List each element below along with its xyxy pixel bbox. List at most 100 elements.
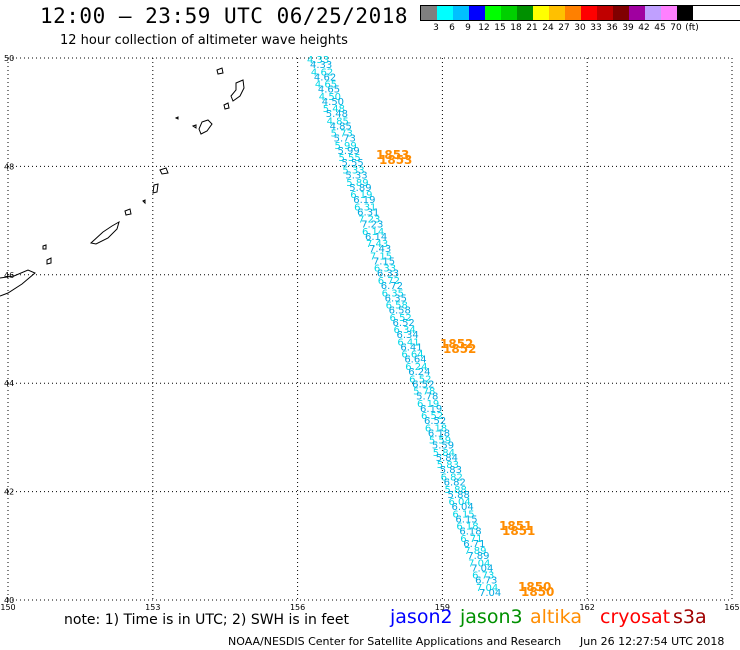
note-text: note: 1) Time is in UTC; 2) SWH is in fe… — [64, 612, 350, 628]
swh-label: 6.33 — [374, 264, 396, 275]
legend-swatch — [501, 6, 517, 20]
swh-label-shadow: 7.23 — [361, 220, 383, 231]
legend-label: 18 — [510, 23, 522, 33]
mission-s3a: s3a — [673, 606, 707, 628]
legend-label: 24 — [542, 23, 554, 33]
legend-swatch — [645, 6, 661, 20]
swh-label: 4.33 — [307, 55, 329, 66]
swh-label-shadow: 6.24 — [408, 367, 430, 378]
swh-label: 5.73 — [331, 129, 353, 140]
swh-label-shadow: 6.72 — [381, 281, 403, 292]
lon-tick-label: 159 — [435, 603, 450, 612]
legend-label: 21 — [526, 23, 538, 33]
altimeter-track: 4.334.334.624.624.654.654.504.505.485.48… — [307, 55, 501, 599]
swh-label-shadow: 6.31 — [357, 207, 379, 218]
legend-label: 33 — [590, 23, 602, 33]
legend-label: 12 — [478, 23, 490, 33]
swh-label-shadow: 6.52 — [393, 318, 415, 329]
swh-label: 6.73 — [472, 571, 494, 582]
island-8 — [152, 183, 159, 194]
swh-label: 6.72 — [378, 276, 400, 287]
island-12 — [42, 244, 47, 250]
time-label-shadow: 1852 — [443, 342, 476, 356]
swh-label: 5.48 — [323, 104, 345, 115]
legend-swatches — [420, 5, 740, 21]
island-4 — [174, 116, 179, 120]
mission-cryosat: cryosat — [600, 606, 671, 628]
swh-label-shadow: 6.15 — [455, 514, 477, 525]
swh-label: 5.99 — [335, 141, 357, 152]
legend-label: 30 — [574, 23, 586, 33]
swh-label-shadow: 5.78 — [416, 392, 438, 403]
swh-label: 6.18 — [456, 522, 478, 533]
legend-label: 27 — [558, 23, 570, 33]
legend-label: 42 — [638, 23, 650, 33]
swh-label-shadow: 6.52 — [424, 416, 446, 427]
lat-tick-label: 44 — [4, 379, 14, 388]
mission-jason2: jason2 — [390, 606, 453, 628]
swh-label-shadow: 6.41 — [400, 342, 422, 353]
island-1 — [216, 67, 224, 75]
swh-label-shadow: 7.15 — [373, 256, 395, 267]
swh-label-shadow: 6.33 — [377, 269, 399, 280]
swh-label: 6.15 — [452, 509, 474, 520]
lon-tick-label: 153 — [145, 603, 160, 612]
swh-label-shadow: 5.73 — [334, 134, 356, 145]
legend-swatch — [597, 6, 613, 20]
swh-label-shadow: 5.55 — [341, 158, 363, 169]
swh-label: 6.58 — [386, 301, 408, 312]
swh-label-shadow: 5.48 — [326, 109, 348, 120]
swh-label-shadow: 6.73 — [475, 576, 497, 587]
swh-label: 6.31 — [354, 202, 376, 213]
lat-tick-label: 40 — [4, 596, 14, 605]
island-5 — [198, 119, 213, 135]
legend-label: 36 — [606, 23, 618, 33]
swh-label-shadow: 5.59 — [432, 441, 454, 452]
legend-swatch — [629, 6, 645, 20]
swh-label-shadow: 4.62 — [314, 72, 336, 83]
swh-label-shadow: 4.65 — [318, 85, 340, 96]
generated-timestamp: Jun 26 12:27:54 UTC 2018 — [580, 635, 725, 648]
lat-tick-label: 46 — [4, 271, 14, 280]
swh-label-shadow: 5.99 — [338, 146, 360, 157]
swh-label: 7.89 — [464, 546, 486, 557]
time-label: 1853 — [376, 148, 409, 162]
swh-label-shadow: 7.04 — [479, 588, 501, 599]
swh-label-shadow: 6.04 — [451, 502, 473, 513]
map-title: 12:00 – 23:59 UTC 06/25/2018 — [40, 4, 409, 28]
legend-swatch — [421, 6, 437, 20]
swh-label-shadow: 6.19 — [420, 404, 442, 415]
coastline — [0, 67, 245, 297]
swh-label-shadow: 6.52 — [412, 379, 434, 390]
swh-label-shadow: 6.58 — [389, 306, 411, 317]
swh-label: 5.88 — [445, 485, 467, 496]
legend-label: (ft) — [685, 23, 699, 33]
swh-label: 6.41 — [397, 337, 419, 348]
swh-label: 7.15 — [370, 251, 392, 262]
swh-label: 7.04 — [476, 583, 498, 594]
swh-label-shadow: 5.89 — [349, 183, 371, 194]
time-label-shadow: 1851 — [502, 524, 535, 538]
swh-label: 5.33 — [342, 166, 364, 177]
swh-label-shadow: 6.64 — [404, 355, 426, 366]
swh-label: 5.78 — [413, 387, 435, 398]
legend-swatch — [517, 6, 533, 20]
swh-label: 5.59 — [429, 436, 451, 447]
lon-tick-label: 156 — [290, 603, 305, 612]
swh-label-shadow: 5.83 — [440, 465, 462, 476]
legend-label: 45 — [654, 23, 666, 33]
swh-label-shadow: 5.33 — [345, 171, 367, 182]
swh-label-shadow: 5.84 — [436, 453, 458, 464]
lon-tick-label: 150 — [0, 603, 15, 612]
lat-tick-label: 50 — [4, 54, 14, 63]
legend-swatch — [565, 6, 581, 20]
swh-label-shadow: 4.50 — [322, 97, 344, 108]
lat-tick-label: 42 — [4, 488, 14, 497]
legend-swatch — [677, 6, 693, 20]
swh-label: 6.71 — [460, 534, 482, 545]
swh-label: 6.18 — [425, 423, 447, 434]
swh-label: 7.23 — [358, 215, 380, 226]
swh-label: 6.52 — [421, 411, 443, 422]
swh-label-shadow: 4.85 — [330, 121, 352, 132]
